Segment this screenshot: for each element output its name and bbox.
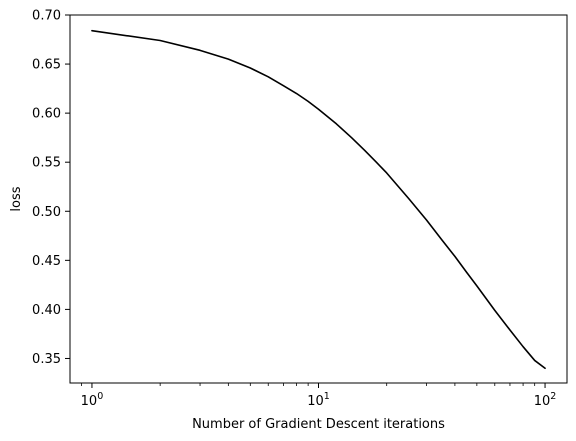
loss-series-line xyxy=(91,29,546,370)
y-tick-label: 0.55 xyxy=(32,156,61,171)
y-axis-label: loss xyxy=(9,186,24,211)
x-axis-label: Number of Gradient Descent iterations xyxy=(192,417,445,432)
plot-frame xyxy=(69,14,568,384)
x-tick-label: 101 xyxy=(307,391,330,409)
y-tick-label: 0.45 xyxy=(32,254,61,269)
y-tick-label: 0.60 xyxy=(32,107,61,122)
y-tick-label: 0.40 xyxy=(32,303,61,318)
y-tick-label: 0.50 xyxy=(32,205,61,220)
x-tick-label: 102 xyxy=(534,391,557,409)
y-tick-label: 0.35 xyxy=(32,352,61,367)
y-tick-label: 0.65 xyxy=(32,58,61,73)
x-axis-ticks: 100 101 102 xyxy=(81,383,557,409)
y-tick-label: 0.70 xyxy=(32,9,61,24)
y-axis-ticks: 0.35 0.40 0.45 0.50 0.55 0.60 0.65 0.70 xyxy=(32,9,70,367)
x-tick-label: 100 xyxy=(81,391,104,409)
